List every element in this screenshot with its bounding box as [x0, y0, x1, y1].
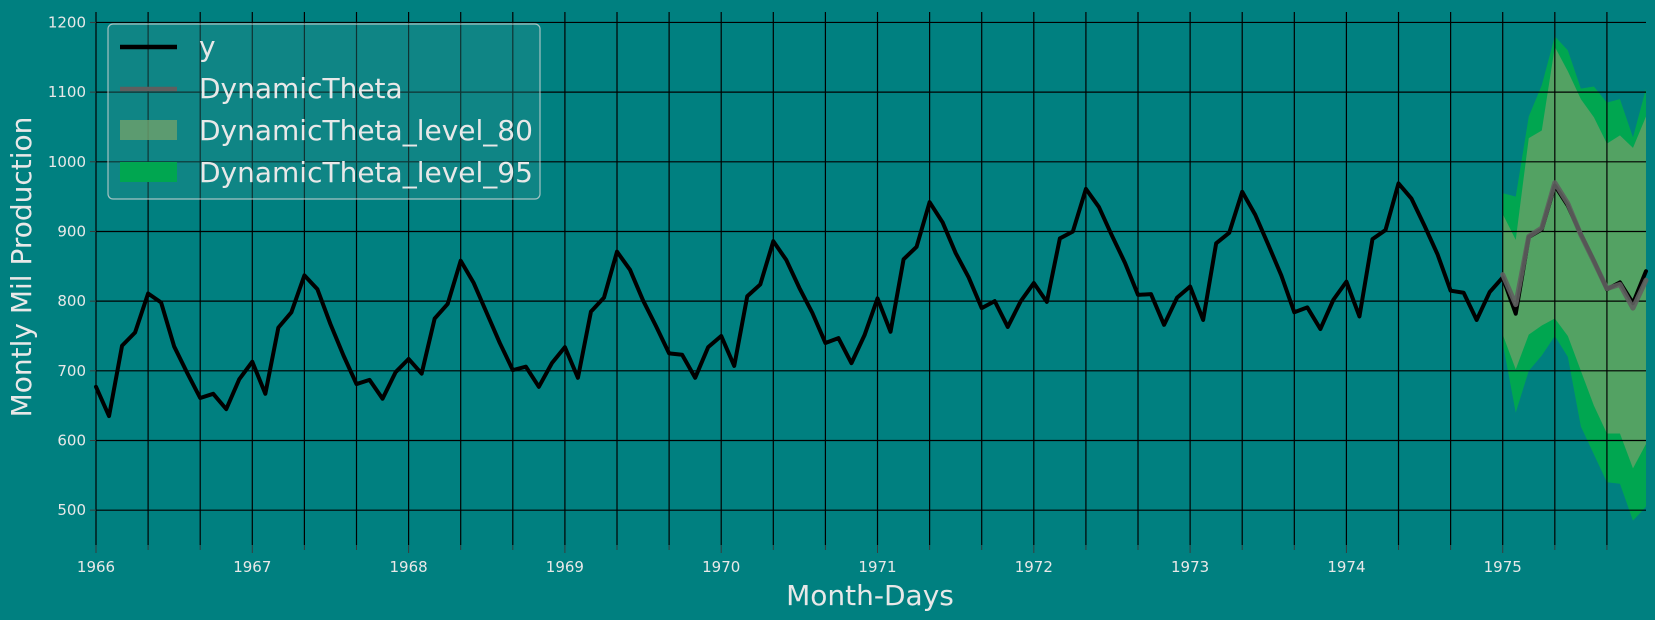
x-tick-label: 1973 — [1171, 558, 1209, 576]
x-tick-label: 1966 — [77, 558, 115, 576]
x-tick-label: 1971 — [858, 558, 896, 576]
series-line-dynamictheta — [1500, 180, 1649, 311]
x-tick-label: 1975 — [1484, 558, 1522, 576]
x-tick-label: 1972 — [1015, 558, 1053, 576]
confidence-bands — [1502, 36, 1646, 521]
axis-ticks: 1966 1967 1968 1969 1970 1971 1972 1973 1974 1975… — [48, 13, 1608, 576]
y-tick-label: 600 — [57, 431, 86, 449]
legend-label-dynamictheta: DynamicTheta — [199, 72, 403, 105]
band-dynamictheta-level-80 — [1502, 46, 1646, 469]
legend-swatch-level-80 — [120, 120, 177, 140]
x-tick-label: 1969 — [546, 558, 584, 576]
y-tick-label: 900 — [57, 222, 86, 240]
axis-labels: Month-Days Montly Mil Production — [5, 117, 954, 612]
x-axis-label: Month-Days — [786, 579, 954, 612]
legend-label-y: y — [199, 30, 216, 63]
y-tick-label: 1100 — [48, 83, 86, 101]
x-tick-label: 1968 — [390, 558, 428, 576]
y-tick-label: 1200 — [48, 13, 86, 31]
legend-label-level-95: DynamicTheta_level_95 — [199, 156, 533, 189]
y-tick-label: 700 — [57, 362, 86, 380]
x-tick-label: 1970 — [702, 558, 740, 576]
legend-swatch-level-95 — [120, 162, 177, 182]
legend: y DynamicTheta DynamicTheta_level_80 Dyn… — [107, 23, 541, 200]
x-tick-label: 1967 — [233, 558, 271, 576]
y-tick-label: 800 — [57, 292, 86, 310]
x-tick-label: 1974 — [1327, 558, 1365, 576]
series-line-y — [94, 181, 1648, 419]
grid-lines — [95, 12, 1646, 545]
legend-frame — [107, 23, 541, 200]
y-tick-label: 500 — [57, 501, 86, 519]
y-axis-label: Montly Mil Production — [5, 117, 38, 418]
y-tick-label: 1000 — [48, 153, 86, 171]
series-lines — [94, 180, 1649, 419]
legend-label-level-80: DynamicTheta_level_80 — [199, 114, 533, 147]
